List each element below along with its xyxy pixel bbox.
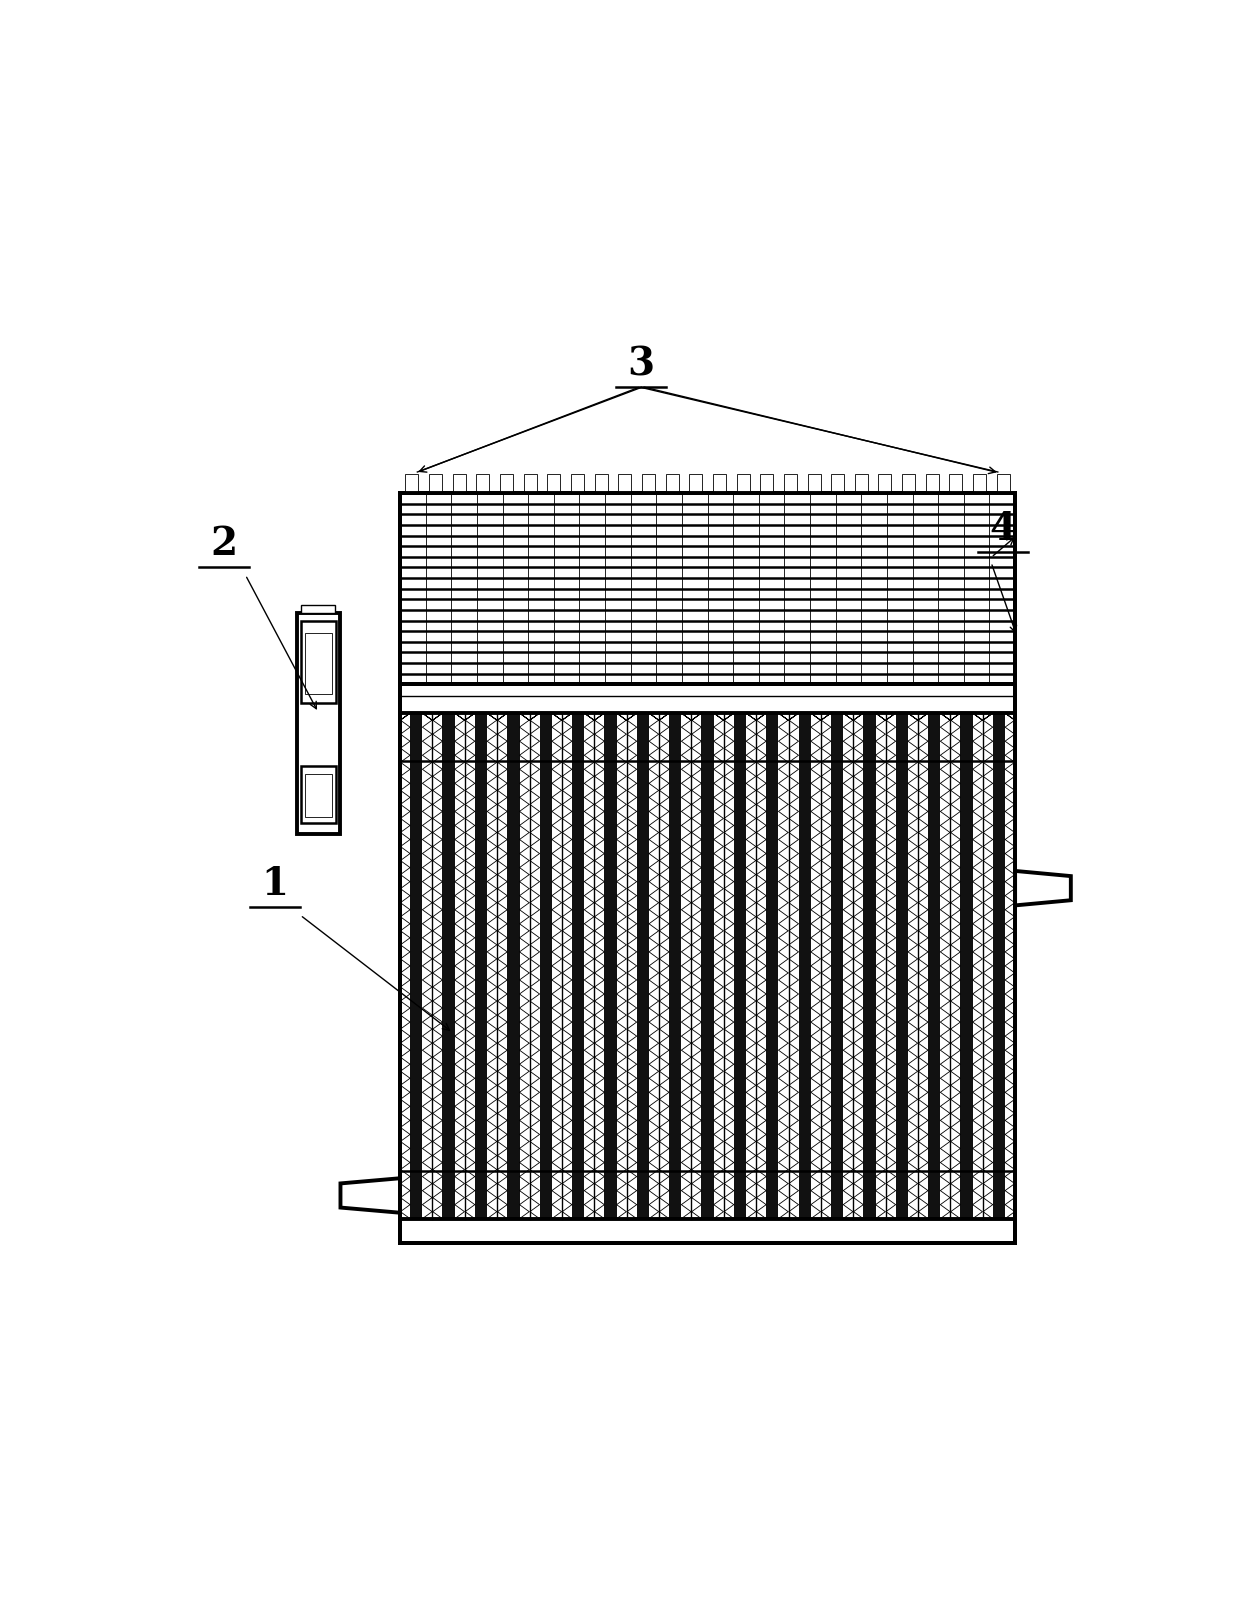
Bar xyxy=(895,713,908,1219)
Bar xyxy=(666,475,678,494)
Bar xyxy=(401,684,1016,713)
Polygon shape xyxy=(1016,872,1071,905)
Bar xyxy=(863,713,875,1219)
Bar xyxy=(305,633,332,694)
Bar xyxy=(670,713,681,1219)
Bar xyxy=(689,475,702,494)
Bar xyxy=(702,713,714,1219)
Polygon shape xyxy=(341,1178,401,1212)
Bar xyxy=(928,713,940,1219)
Bar xyxy=(405,475,418,494)
Bar xyxy=(476,475,490,494)
Bar xyxy=(619,475,631,494)
Bar xyxy=(950,475,962,494)
Bar xyxy=(401,1219,1016,1243)
Bar xyxy=(713,475,725,494)
Bar xyxy=(300,765,336,823)
Bar xyxy=(831,475,844,494)
Bar xyxy=(961,713,972,1219)
Bar xyxy=(572,713,584,1219)
Bar xyxy=(903,475,915,494)
Bar xyxy=(401,494,1016,1243)
Bar xyxy=(475,713,487,1219)
Text: 2: 2 xyxy=(211,525,238,563)
Bar xyxy=(993,713,1006,1219)
Bar xyxy=(539,713,552,1219)
Bar xyxy=(507,713,520,1219)
Bar xyxy=(760,475,774,494)
Bar xyxy=(636,713,649,1219)
Bar xyxy=(453,475,466,494)
Bar xyxy=(410,713,423,1219)
Bar xyxy=(305,775,332,817)
Bar xyxy=(595,475,608,494)
Bar xyxy=(443,713,455,1219)
Bar xyxy=(547,475,560,494)
Text: 3: 3 xyxy=(627,345,655,384)
Bar xyxy=(401,494,1016,1243)
Bar xyxy=(737,475,749,494)
Bar xyxy=(300,621,336,702)
Bar xyxy=(878,475,892,494)
Bar xyxy=(298,613,340,834)
Bar xyxy=(926,475,939,494)
Bar xyxy=(831,713,843,1219)
Bar xyxy=(500,475,513,494)
Bar xyxy=(734,713,746,1219)
Text: 1: 1 xyxy=(262,865,289,904)
Bar xyxy=(429,475,441,494)
Bar xyxy=(604,713,616,1219)
Bar xyxy=(973,475,986,494)
Bar xyxy=(784,475,797,494)
Bar xyxy=(523,475,537,494)
Bar xyxy=(570,475,584,494)
Bar xyxy=(301,605,335,613)
Bar xyxy=(807,475,821,494)
Bar xyxy=(997,475,1009,494)
Bar xyxy=(642,475,655,494)
Text: 4: 4 xyxy=(990,510,1016,547)
Bar xyxy=(799,713,811,1219)
Bar xyxy=(854,475,868,494)
Bar xyxy=(766,713,779,1219)
